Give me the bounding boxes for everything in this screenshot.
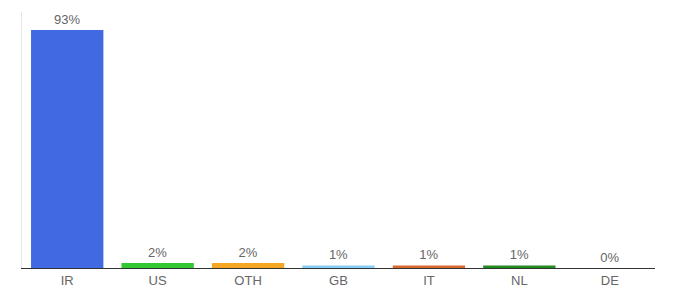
svg-text:GB: GB: [329, 273, 348, 288]
svg-text:IT: IT: [423, 273, 435, 288]
svg-text:DE: DE: [601, 273, 619, 288]
svg-text:1%: 1%: [419, 247, 438, 262]
svg-text:NL: NL: [511, 273, 528, 288]
svg-text:US: US: [149, 273, 167, 288]
svg-text:93%: 93%: [54, 12, 80, 27]
svg-text:1%: 1%: [329, 247, 348, 262]
svg-text:0%: 0%: [600, 250, 619, 265]
svg-text:IR: IR: [61, 273, 74, 288]
svg-text:1%: 1%: [510, 247, 529, 262]
svg-text:2%: 2%: [148, 245, 167, 260]
svg-text:2%: 2%: [238, 245, 257, 260]
svg-text:OTH: OTH: [234, 273, 261, 288]
